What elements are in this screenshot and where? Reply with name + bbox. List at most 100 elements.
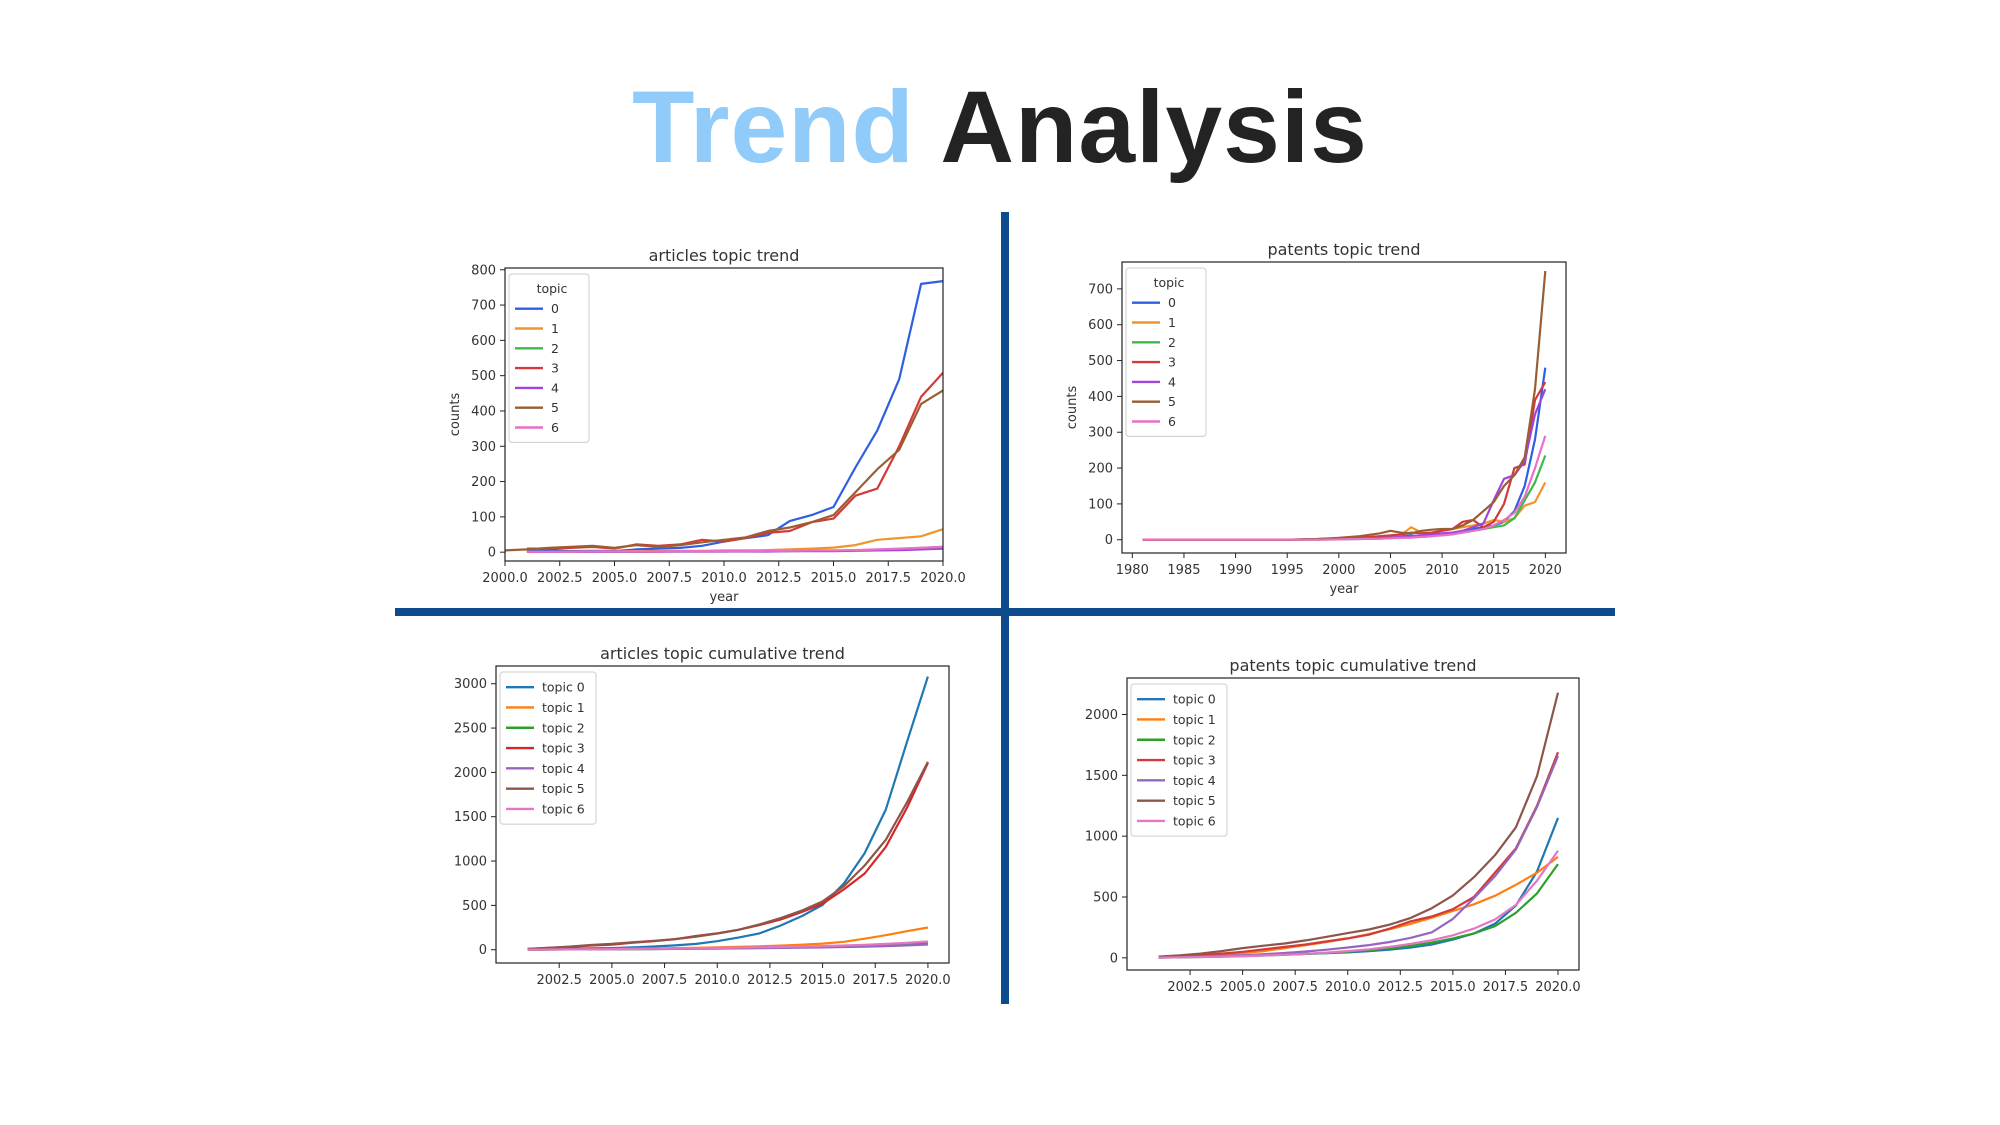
slide-title: Trend Analysis xyxy=(0,62,2000,192)
legend-label: topic 4 xyxy=(542,761,585,776)
chart-title: articles topic trend xyxy=(649,246,800,265)
y-tick-label: 1500 xyxy=(454,810,487,825)
y-tick-label: 2500 xyxy=(454,722,487,737)
x-tick-label: 2005.0 xyxy=(592,571,638,586)
x-tick-label: 2005.0 xyxy=(1220,980,1266,995)
y-tick-label: 600 xyxy=(471,334,496,349)
legend-label: topic 2 xyxy=(542,720,585,735)
y-tick-label: 500 xyxy=(1088,354,1113,369)
legend: topic 0 1 2 3 4 5 6 xyxy=(1125,267,1207,437)
x-tick-label: 2012.5 xyxy=(747,973,793,988)
title-word-analysis: Analysis xyxy=(940,70,1368,184)
series-line-topic-5 xyxy=(1158,692,1560,958)
legend-label: topic 6 xyxy=(1173,813,1216,828)
legend-label: topic 2 xyxy=(1173,732,1216,747)
x-tick-label: 2020.0 xyxy=(920,571,966,586)
legend-label: 5 xyxy=(1168,394,1176,409)
x-tick-label: 2020.0 xyxy=(905,973,951,988)
legend-label: topic 1 xyxy=(542,700,585,715)
plot-frame xyxy=(495,665,950,964)
series-line-topic-2 xyxy=(1158,863,1559,959)
legend-box xyxy=(508,273,590,443)
series-line-5 xyxy=(505,389,943,552)
y-tick-label: 100 xyxy=(471,510,496,525)
chart-patents-topic-trend: 1980 1985 1990 1995 2000 2005 2010 2015 20200100… xyxy=(1065,240,1567,597)
y-tick-label: 300 xyxy=(1088,426,1113,441)
legend-title: topic xyxy=(1154,275,1185,290)
y-tick-label: 200 xyxy=(471,475,496,490)
x-tick-label: 2007.5 xyxy=(642,973,688,988)
y-tick-label: 300 xyxy=(471,440,496,455)
y-axis-label: counts xyxy=(448,393,463,437)
y-tick-label: 1500 xyxy=(1085,769,1118,784)
x-tick-label: 2015 xyxy=(1477,563,1510,578)
y-tick-label: 2000 xyxy=(1085,708,1118,723)
legend-label: 3 xyxy=(551,361,559,376)
y-tick-label: 700 xyxy=(471,299,496,314)
chart-title: patents topic cumulative trend xyxy=(1229,656,1476,675)
x-tick-label: 2005 xyxy=(1374,563,1407,578)
chart-patents-cumulative-trend: 2002.5 2005.0 2007.5 2010.0 2012.5 2015.0 2017… xyxy=(1085,656,1581,995)
x-tick-label: 2020.0 xyxy=(1535,980,1581,995)
y-tick-label: 3000 xyxy=(454,677,487,692)
x-tick-label: 2015.0 xyxy=(811,571,857,586)
plot-frame xyxy=(1126,677,1580,971)
y-tick-label: 800 xyxy=(471,263,496,278)
x-tick-label: 2010.0 xyxy=(1325,980,1371,995)
legend: topic 0 topic 1 topic 2 topic 3 topic 4 topic… xyxy=(499,671,597,825)
y-tick-label: 200 xyxy=(1088,462,1113,477)
chart-articles-topic-trend: 2000.0 2002.5 2005.0 2007.5 2010.0 2012.5 2015… xyxy=(448,246,966,605)
series-line-6 xyxy=(1142,435,1547,541)
x-tick-label: 1995 xyxy=(1271,563,1304,578)
series-lines xyxy=(1142,270,1547,541)
legend-label: topic 3 xyxy=(542,741,585,756)
x-tick-label: 2017.5 xyxy=(866,571,912,586)
y-tick-label: 600 xyxy=(1088,318,1113,333)
x-tick-label: 2005.0 xyxy=(589,973,635,988)
legend-label: topic 0 xyxy=(542,680,585,695)
legend-label: 2 xyxy=(551,341,559,356)
legend-label: 6 xyxy=(551,420,559,435)
series-line-topic-6 xyxy=(1158,850,1559,959)
legend-label: 4 xyxy=(1168,374,1176,389)
legend-label: 2 xyxy=(1168,335,1176,350)
legend-label: 1 xyxy=(551,321,559,336)
x-tick-label: 2012.5 xyxy=(1378,980,1424,995)
legend-box xyxy=(499,671,597,825)
x-tick-label: 2007.5 xyxy=(1272,980,1318,995)
y-tick-label: 0 xyxy=(1110,951,1118,966)
legend-label: topic 5 xyxy=(542,781,585,796)
legend: topic 0 topic 1 topic 2 topic 3 topic 4 topic… xyxy=(1130,683,1228,837)
x-tick-label: 2002.5 xyxy=(537,571,583,586)
legend-label: topic 4 xyxy=(1173,773,1216,788)
x-tick-label: 1980 xyxy=(1116,563,1149,578)
y-tick-label: 500 xyxy=(462,899,487,914)
legend-box xyxy=(1130,683,1228,837)
x-tick-label: 2010 xyxy=(1426,563,1459,578)
legend-label: 4 xyxy=(551,380,559,395)
plot-frame xyxy=(1121,261,1567,554)
x-tick-label: 2010.0 xyxy=(701,571,747,586)
x-tick-label: 1990 xyxy=(1219,563,1252,578)
x-tick-label: 2012.5 xyxy=(756,571,802,586)
legend-label: 3 xyxy=(1168,355,1176,370)
y-tick-label: 1000 xyxy=(1085,830,1118,845)
series-line-topic-5 xyxy=(527,761,929,951)
chart-articles-cumulative-trend: 2002.5 2005.0 2007.5 2010.0 2012.5 2015.0 2017… xyxy=(454,644,951,988)
legend-label: topic 5 xyxy=(1173,793,1216,808)
legend-label: 0 xyxy=(1168,295,1176,310)
y-tick-label: 500 xyxy=(471,369,496,384)
series-line-topic-3 xyxy=(1158,751,1560,959)
y-tick-label: 0 xyxy=(488,546,496,561)
x-axis-label: year xyxy=(1329,582,1359,597)
y-tick-label: 2000 xyxy=(454,766,487,781)
y-tick-label: 400 xyxy=(1088,390,1113,405)
legend-label: 6 xyxy=(1168,414,1176,429)
y-tick-label: 700 xyxy=(1088,282,1113,297)
x-tick-label: 2002.5 xyxy=(1167,980,1213,995)
legend-label: topic 3 xyxy=(1173,753,1216,768)
series-lines xyxy=(1158,692,1560,959)
x-tick-label: 2000 xyxy=(1322,563,1355,578)
legend-label: 5 xyxy=(551,400,559,415)
